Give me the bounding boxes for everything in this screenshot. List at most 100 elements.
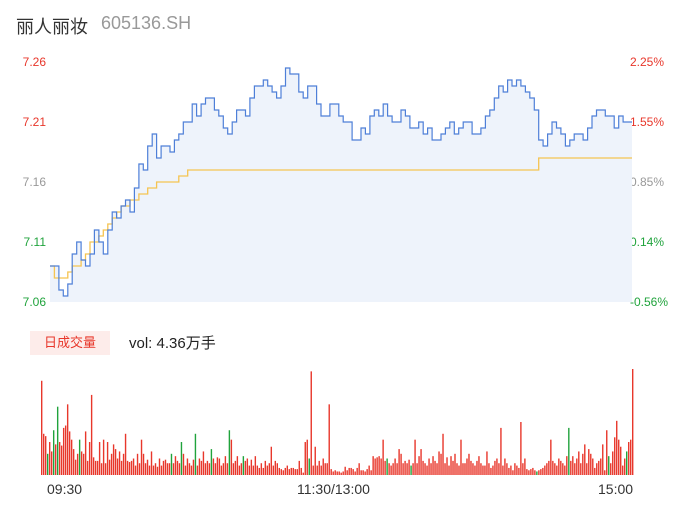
volume-bar bbox=[326, 463, 328, 475]
volume-bar bbox=[546, 463, 548, 475]
volume-bar bbox=[478, 456, 480, 475]
volume-bar bbox=[250, 459, 253, 475]
volume-bar bbox=[350, 467, 352, 475]
volume-bar bbox=[196, 465, 199, 475]
volume-bar bbox=[590, 453, 592, 475]
volume-bar bbox=[252, 465, 255, 475]
volume-bar bbox=[424, 463, 426, 475]
volume-bar bbox=[486, 451, 488, 475]
volume-bar bbox=[304, 442, 306, 475]
volume-bar bbox=[366, 469, 368, 475]
volume-bar bbox=[66, 404, 69, 475]
volume-bar bbox=[608, 456, 610, 475]
volume-bar bbox=[58, 442, 61, 475]
volume-bar bbox=[594, 467, 596, 475]
volume-bar bbox=[394, 458, 396, 475]
volume-bar bbox=[452, 460, 454, 475]
volume-bar bbox=[518, 467, 520, 475]
volume-bar bbox=[336, 471, 338, 475]
volume-bar bbox=[332, 471, 334, 475]
volume-bar bbox=[488, 463, 490, 475]
y-tick-right-4: -0.56% bbox=[630, 295, 669, 309]
volume-bar bbox=[166, 463, 169, 475]
volume-bar bbox=[330, 469, 332, 475]
volume-bar bbox=[62, 427, 65, 475]
volume-bar bbox=[502, 465, 504, 475]
volume-bar bbox=[458, 465, 460, 475]
volume-bar bbox=[428, 458, 430, 475]
volume-bar bbox=[460, 439, 462, 475]
volume-bar bbox=[472, 463, 474, 475]
volume-bar bbox=[420, 449, 422, 475]
volume-bar bbox=[46, 453, 49, 475]
volume-bar bbox=[56, 406, 59, 475]
volume-bar bbox=[164, 459, 167, 475]
volume-bar bbox=[536, 471, 538, 475]
volume-bar bbox=[210, 449, 213, 475]
volume-chart bbox=[41, 369, 634, 475]
volume-bar bbox=[82, 453, 85, 475]
volume-bar bbox=[290, 467, 292, 475]
volume-bar bbox=[260, 463, 263, 475]
volume-bar bbox=[334, 470, 336, 475]
volume-bar bbox=[118, 451, 121, 475]
volume-bar bbox=[542, 467, 544, 475]
volume-bar bbox=[584, 444, 586, 475]
volume-bar bbox=[216, 457, 219, 475]
volume-bar bbox=[504, 458, 506, 475]
volume-bar bbox=[506, 463, 508, 475]
volume-bar bbox=[286, 465, 288, 475]
volume-bar bbox=[602, 444, 604, 475]
volume-bar bbox=[188, 463, 191, 475]
volume-bar bbox=[412, 463, 414, 475]
volume-bar bbox=[378, 456, 380, 475]
volume-bar bbox=[282, 470, 284, 475]
daily-volume-button[interactable]: 日成交量 bbox=[30, 331, 110, 355]
volume-bar bbox=[374, 458, 376, 475]
volume-bar bbox=[508, 467, 510, 475]
volume-bar bbox=[98, 442, 101, 475]
volume-bar bbox=[74, 459, 77, 475]
volume-bar bbox=[140, 439, 143, 475]
volume-bar bbox=[512, 470, 514, 475]
volume-bar bbox=[530, 469, 532, 475]
volume-bar bbox=[48, 442, 51, 475]
volume-bar bbox=[180, 442, 183, 475]
volume-bar bbox=[60, 445, 63, 475]
volume-bar bbox=[228, 430, 231, 475]
volume-bar bbox=[86, 460, 89, 475]
volume-bar bbox=[248, 465, 251, 475]
volume-bar bbox=[576, 458, 578, 475]
volume-bar bbox=[156, 466, 159, 475]
volume-bar bbox=[110, 453, 113, 475]
volume-bar bbox=[628, 442, 630, 475]
volume-bar bbox=[142, 453, 145, 475]
volume-bar bbox=[300, 467, 302, 475]
volume-bar bbox=[422, 460, 424, 475]
volume-bar bbox=[92, 457, 95, 475]
y-tick-left-1: 7.21 bbox=[22, 115, 46, 129]
volume-bar bbox=[130, 460, 133, 475]
volume-bar bbox=[266, 465, 269, 475]
volume-bar bbox=[138, 463, 141, 475]
stock-name: 丽人丽妆 bbox=[16, 17, 88, 37]
volume-bar bbox=[356, 467, 358, 475]
volume-bar bbox=[418, 456, 420, 475]
volume-bar bbox=[84, 431, 87, 475]
volume-bar bbox=[622, 465, 624, 475]
volume-bar bbox=[540, 469, 542, 475]
volume-bar bbox=[592, 458, 594, 475]
volume-bar bbox=[348, 467, 350, 475]
volume-bar bbox=[380, 458, 382, 475]
volume-bar bbox=[390, 465, 392, 475]
volume-bar bbox=[552, 460, 554, 475]
volume-bar bbox=[242, 456, 245, 475]
volume-bar bbox=[624, 458, 626, 475]
volume-bar bbox=[298, 460, 300, 475]
volume-bar bbox=[480, 463, 482, 475]
volume-bar bbox=[588, 449, 590, 475]
volume-bar bbox=[432, 456, 434, 475]
volume-bar bbox=[582, 453, 584, 475]
volume-bar bbox=[490, 467, 492, 475]
volume-bar bbox=[346, 470, 348, 475]
